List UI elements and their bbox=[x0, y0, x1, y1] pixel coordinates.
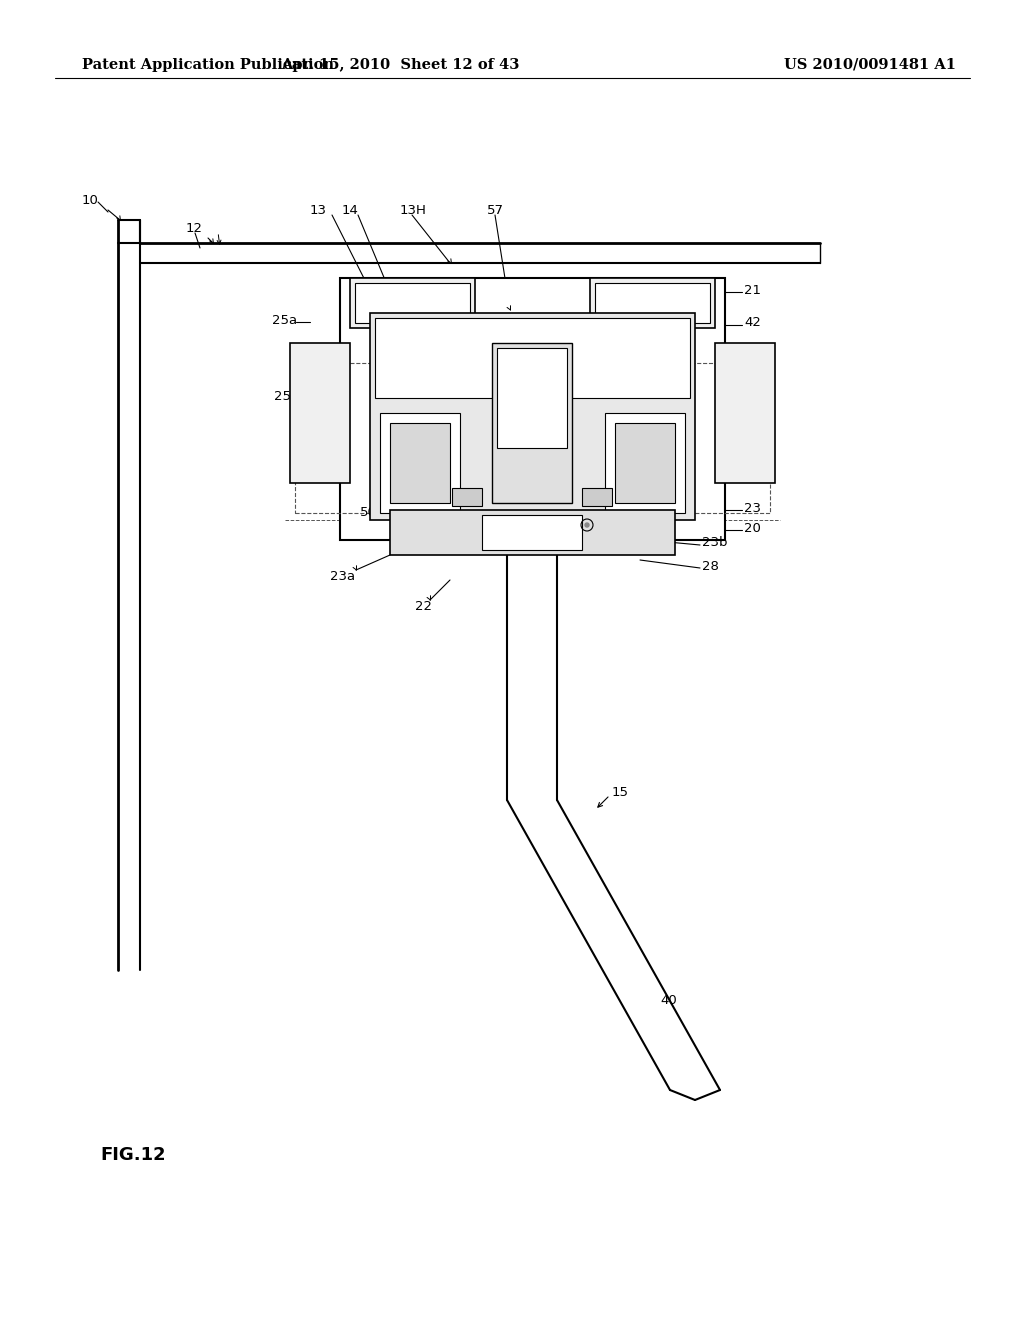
Text: 24: 24 bbox=[744, 367, 761, 380]
Bar bbox=[390, 510, 675, 554]
Text: 25: 25 bbox=[744, 400, 761, 412]
Text: 42: 42 bbox=[744, 317, 761, 330]
Text: 12: 12 bbox=[186, 222, 203, 235]
Text: 25a: 25a bbox=[272, 314, 297, 326]
Bar bbox=[355, 282, 470, 323]
Text: 20: 20 bbox=[744, 521, 761, 535]
Bar bbox=[630, 363, 770, 513]
Text: 23: 23 bbox=[744, 502, 761, 515]
Text: 23b: 23b bbox=[702, 536, 727, 549]
Bar bbox=[615, 422, 675, 503]
Text: 23a: 23a bbox=[330, 570, 355, 583]
Text: 21: 21 bbox=[744, 284, 761, 297]
Bar bbox=[340, 279, 725, 540]
Text: 50: 50 bbox=[360, 506, 377, 519]
Text: Patent Application Publication: Patent Application Publication bbox=[82, 58, 334, 73]
Bar bbox=[295, 363, 435, 513]
Text: 24: 24 bbox=[295, 363, 312, 376]
Text: 13H: 13H bbox=[400, 203, 427, 216]
Bar bbox=[452, 488, 482, 506]
Bar bbox=[390, 422, 450, 503]
Bar bbox=[380, 413, 460, 513]
Bar bbox=[350, 279, 475, 327]
Text: 40: 40 bbox=[660, 994, 677, 1006]
Text: 22: 22 bbox=[415, 601, 432, 614]
Text: US 2010/0091481 A1: US 2010/0091481 A1 bbox=[784, 58, 956, 73]
Bar bbox=[375, 318, 690, 399]
Bar bbox=[482, 515, 582, 550]
Bar bbox=[497, 348, 567, 447]
Text: 25a: 25a bbox=[744, 346, 769, 359]
Bar bbox=[582, 488, 612, 506]
Text: 15: 15 bbox=[612, 785, 629, 799]
Bar bbox=[492, 343, 572, 503]
Text: Apr. 15, 2010  Sheet 12 of 43: Apr. 15, 2010 Sheet 12 of 43 bbox=[281, 58, 519, 73]
Bar bbox=[605, 413, 685, 513]
Text: 57: 57 bbox=[487, 203, 504, 216]
Bar bbox=[595, 282, 710, 323]
Text: 28: 28 bbox=[702, 560, 719, 573]
Text: 10: 10 bbox=[82, 194, 99, 206]
Bar bbox=[290, 343, 350, 483]
Text: FIG.12: FIG.12 bbox=[100, 1146, 166, 1164]
Bar bbox=[370, 313, 695, 520]
Text: 13: 13 bbox=[310, 203, 327, 216]
Text: 14: 14 bbox=[342, 203, 358, 216]
Circle shape bbox=[585, 523, 589, 527]
Bar bbox=[590, 279, 715, 327]
Text: 25: 25 bbox=[274, 389, 291, 403]
Bar bbox=[715, 343, 775, 483]
